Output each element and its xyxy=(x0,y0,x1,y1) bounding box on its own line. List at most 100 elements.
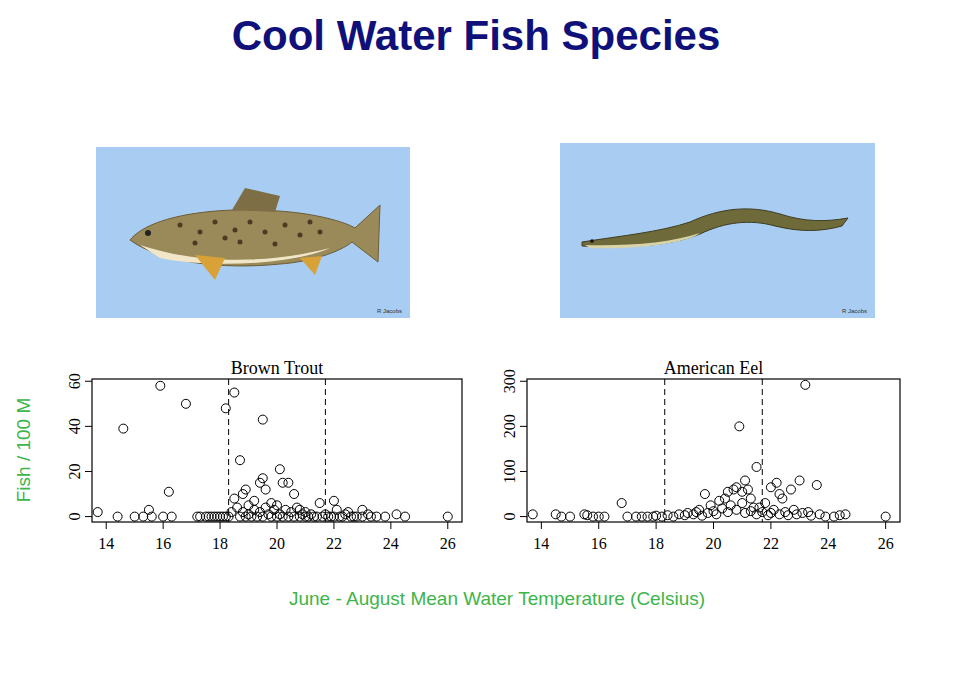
x-tick xyxy=(277,522,278,529)
y-tick-label: 200 xyxy=(501,414,518,438)
trout-belly xyxy=(140,245,330,264)
data-point xyxy=(298,510,307,519)
data-point xyxy=(738,499,747,508)
trout-spot xyxy=(198,230,203,235)
data-point xyxy=(341,510,350,519)
data-point xyxy=(841,510,850,519)
reference-line xyxy=(228,379,229,522)
data-point xyxy=(156,381,165,390)
x-tick-label: 26 xyxy=(878,535,894,552)
data-point xyxy=(600,512,609,521)
data-point xyxy=(275,465,284,474)
trout-spot xyxy=(318,230,323,235)
x-tick xyxy=(220,522,221,529)
trout-fin xyxy=(195,255,225,280)
data-point xyxy=(401,512,410,521)
data-point xyxy=(746,494,755,503)
data-point xyxy=(338,512,347,521)
trout-spot xyxy=(283,223,288,228)
trout-spot xyxy=(193,241,198,246)
slide-title: Cool Water Fish Species xyxy=(232,12,721,59)
x-tick xyxy=(106,522,107,529)
data-point xyxy=(273,501,282,510)
y-tick xyxy=(520,471,527,472)
data-point xyxy=(164,487,173,496)
x-tick xyxy=(598,522,599,529)
data-point xyxy=(181,399,190,408)
x-tick xyxy=(163,522,164,529)
data-point xyxy=(735,422,744,431)
y-tick xyxy=(520,426,527,427)
chart-title: American Eel xyxy=(664,358,763,378)
data-point xyxy=(551,510,560,519)
x-tick-label: 16 xyxy=(591,535,607,552)
trout-spot xyxy=(178,223,183,228)
data-point xyxy=(230,388,239,397)
data-point xyxy=(315,499,324,508)
data-point xyxy=(290,490,299,499)
y-tick-label: 100 xyxy=(501,459,518,483)
x-tick-label: 24 xyxy=(820,535,836,552)
data-point xyxy=(698,511,707,520)
x-tick-label: 18 xyxy=(212,535,228,552)
x-tick xyxy=(885,522,886,529)
data-point xyxy=(821,512,830,521)
x-axis-label: June - August Mean Water Temperature (Ce… xyxy=(289,588,705,609)
x-tick xyxy=(447,522,448,529)
data-point xyxy=(284,478,293,487)
plot-frame xyxy=(527,379,900,522)
x-tick-label: 18 xyxy=(648,535,664,552)
data-point xyxy=(689,510,698,519)
x-tick-label: 16 xyxy=(155,535,171,552)
data-point xyxy=(723,487,732,496)
data-point xyxy=(167,512,176,521)
y-tick xyxy=(520,381,527,382)
data-point xyxy=(381,512,390,521)
photo-background xyxy=(96,147,410,318)
data-point xyxy=(778,494,787,503)
photo: R Jacobs xyxy=(96,147,410,318)
data-point xyxy=(623,512,632,521)
x-tick xyxy=(656,522,657,529)
x-tick xyxy=(713,522,714,529)
reference-line xyxy=(325,379,326,522)
y-tick-label: 60 xyxy=(66,373,83,389)
x-tick-label: 26 xyxy=(440,535,456,552)
data-point xyxy=(233,503,242,512)
eel-belly xyxy=(585,233,700,248)
data-point xyxy=(726,501,735,510)
slide: Cool Water Fish Species R Jacobs R Jacobs F… xyxy=(0,0,960,700)
data-point xyxy=(230,494,239,503)
y-tick xyxy=(85,471,92,472)
x-tick xyxy=(541,522,542,529)
plot-area xyxy=(528,379,890,522)
data-point xyxy=(159,512,168,521)
x-tick-label: 24 xyxy=(383,535,399,552)
trout-spot xyxy=(273,242,278,247)
trout-body xyxy=(130,205,380,266)
y-tick xyxy=(85,381,92,382)
y-tick xyxy=(520,516,527,517)
data-point xyxy=(364,510,373,519)
data-point xyxy=(683,508,692,517)
data-point xyxy=(680,511,689,520)
data-point xyxy=(657,512,666,521)
data-point xyxy=(695,505,704,514)
x-tick-label: 20 xyxy=(706,535,722,552)
data-point xyxy=(752,462,761,471)
chart: Brown Trout141618202224260204060 xyxy=(66,358,462,552)
y-axis-label: Fish / 100 M xyxy=(13,398,34,503)
data-point xyxy=(392,510,401,519)
data-point xyxy=(236,456,245,465)
photo-background xyxy=(560,143,875,318)
data-point xyxy=(741,476,750,485)
trout-spot xyxy=(298,233,303,238)
trout-spot xyxy=(308,220,313,225)
trout-fin xyxy=(300,256,322,275)
data-point xyxy=(764,511,773,520)
photo: R Jacobs xyxy=(560,143,875,318)
data-point xyxy=(147,512,156,521)
data-point xyxy=(329,496,338,505)
data-point xyxy=(812,481,821,490)
data-point xyxy=(221,404,230,413)
